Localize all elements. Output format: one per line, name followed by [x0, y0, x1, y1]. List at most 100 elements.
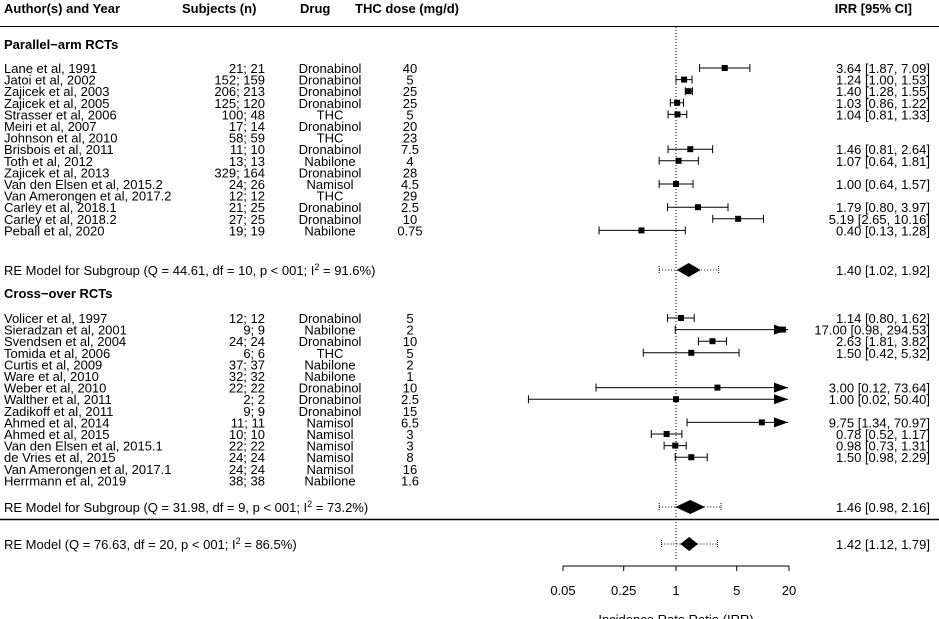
study-name: Van den Elsen et al, 2015.2	[4, 177, 163, 192]
study-drug: Nabilone	[304, 154, 355, 169]
header-subjects: Subjects (n)	[182, 1, 256, 16]
study-name: Jatoi et al, 2002	[4, 73, 96, 88]
study-name: Svendsen et al, 2004	[4, 334, 126, 349]
study-subjects: 152; 159	[214, 73, 265, 88]
study-subjects: 2; 2	[243, 392, 265, 407]
study-subjects: 24; 24	[229, 450, 265, 465]
study-name: Carley et al, 2018.2	[4, 212, 117, 227]
study-subjects: 32; 32	[229, 369, 265, 384]
study-subjects: 24; 26	[229, 177, 265, 192]
study-dose: 5	[406, 73, 413, 88]
study-dose: 5	[406, 107, 413, 122]
point-estimate	[675, 157, 682, 164]
estimate-label: 1.50 [0.98, 2.29]	[836, 450, 930, 465]
point-estimate	[709, 338, 716, 345]
point-estimate	[681, 76, 688, 83]
study-drug: Namisol	[307, 450, 354, 465]
estimate-label: 1.07 [0.64, 1.81]	[836, 154, 930, 169]
study-subjects: 6; 6	[243, 346, 265, 361]
point-estimate	[673, 181, 679, 187]
estimate-label: 1.50 [0.42, 5.32]	[836, 346, 930, 361]
study-subjects: 10; 10	[229, 427, 265, 442]
study-subjects: 27; 25	[229, 212, 265, 227]
x-tick-label: 1	[672, 583, 679, 598]
point-estimate	[673, 396, 679, 403]
header-dose: THC dose (mg/d)	[355, 1, 459, 16]
estimate-label: 17.00 [0.98, 294.53]	[814, 323, 930, 338]
study-name: Herrmann et al, 2019	[4, 473, 126, 488]
header-drug: Drug	[300, 1, 330, 16]
estimate-label: 1.46 [0.81, 2.64]	[836, 142, 930, 157]
study-subjects: 100; 48	[222, 107, 265, 122]
study-drug: THC	[317, 346, 344, 361]
study-subjects: 13; 13	[229, 154, 265, 169]
study-dose: 1.6	[401, 473, 419, 488]
study-name: Ahmed et al, 2014	[4, 415, 110, 430]
point-estimate	[688, 349, 695, 356]
study-subjects: 329; 164	[214, 165, 265, 180]
estimate-label: 1.03 [0.86, 1.22]	[836, 96, 930, 111]
study-dose: 40	[403, 61, 417, 76]
point-estimate	[638, 227, 645, 234]
study-dose: 8	[406, 450, 413, 465]
study-subjects: 9; 9	[243, 404, 265, 419]
study-drug: Dronabinol	[299, 142, 362, 157]
ci-arrow-high	[774, 394, 788, 405]
x-tick-label: 0.25	[611, 583, 636, 598]
study-name: Sieradzan et al, 2001	[4, 323, 127, 338]
point-estimate	[663, 431, 670, 437]
study-dose: 28	[403, 165, 417, 180]
subgroup-summary-crossover-label: RE Model for Subgroup (Q = 31.98, df = 9…	[4, 499, 368, 515]
estimate-label: 3.00 [0.12, 73.64]	[829, 381, 930, 396]
overall-summary-diamond	[680, 537, 698, 551]
estimate-label: 0.40 [0.13, 1.28]	[836, 223, 930, 238]
study-drug: Dronabinol	[299, 119, 362, 134]
point-estimate	[687, 146, 694, 153]
study-drug: THC	[317, 189, 344, 204]
study-drug: Nabilone	[304, 369, 355, 384]
x-axis-label: Incidence Rate Ratio (IRR)	[598, 612, 753, 619]
point-estimate	[714, 384, 721, 391]
study-dose: 29	[403, 189, 417, 204]
study-name: Lane et al, 1991	[4, 61, 97, 76]
study-subjects: 37; 37	[229, 357, 265, 372]
study-dose: 5	[406, 311, 413, 326]
study-subjects: 11; 10	[230, 142, 265, 157]
study-dose: 4.5	[401, 177, 419, 192]
study-name: Zadikoff et al, 2011	[4, 404, 113, 419]
study-drug: Dronabinol	[299, 84, 362, 99]
overall-summary-label: RE Model (Q = 76.63, df = 20, p < 001; I…	[4, 536, 297, 552]
study-dose: 2	[406, 323, 413, 338]
x-tick-label: 0.05	[550, 583, 575, 598]
study-drug: Namisol	[307, 415, 354, 430]
study-name: Tomida et al, 2006	[4, 346, 110, 361]
estimate-label: 5.19 [2.65, 10.16]	[829, 212, 930, 227]
study-dose: 15	[403, 404, 417, 419]
study-dose: 3	[406, 439, 413, 454]
study-drug: Dronabinol	[299, 96, 362, 111]
study-dose: 10	[403, 381, 417, 396]
study-dose: 10	[403, 212, 417, 227]
study-dose: 23	[403, 131, 417, 146]
study-dose: 7.5	[401, 142, 419, 157]
study-dose: 4	[406, 154, 413, 169]
study-drug: Namisol	[307, 177, 354, 192]
x-tick-label: 20	[782, 583, 796, 598]
point-estimate	[672, 442, 679, 449]
study-drug: THC	[317, 107, 344, 122]
estimate-label: 1.00 [0.64, 1.57]	[836, 177, 930, 192]
study-subjects: 12; 12	[229, 189, 265, 204]
study-drug: Dronabinol	[299, 392, 362, 407]
study-dose: 6.5	[401, 415, 419, 430]
estimate-label: 1.24 [1.00, 1.53]	[836, 73, 930, 88]
ci-arrow-high	[774, 417, 788, 428]
study-subjects: 206; 213	[214, 84, 265, 99]
subgroup-summary-crossover-estimate: 1.46 [0.98, 2.16]	[836, 500, 930, 515]
estimate-label: 0.78 [0.52, 1.17]	[836, 427, 930, 442]
study-name: Curtis et al, 2009	[4, 357, 102, 372]
ci-arrow-high	[774, 382, 788, 393]
study-subjects: 24; 24	[229, 462, 265, 477]
study-dose: 10	[403, 334, 417, 349]
study-drug: Dronabinol	[299, 334, 362, 349]
study-dose: 16	[403, 462, 417, 477]
